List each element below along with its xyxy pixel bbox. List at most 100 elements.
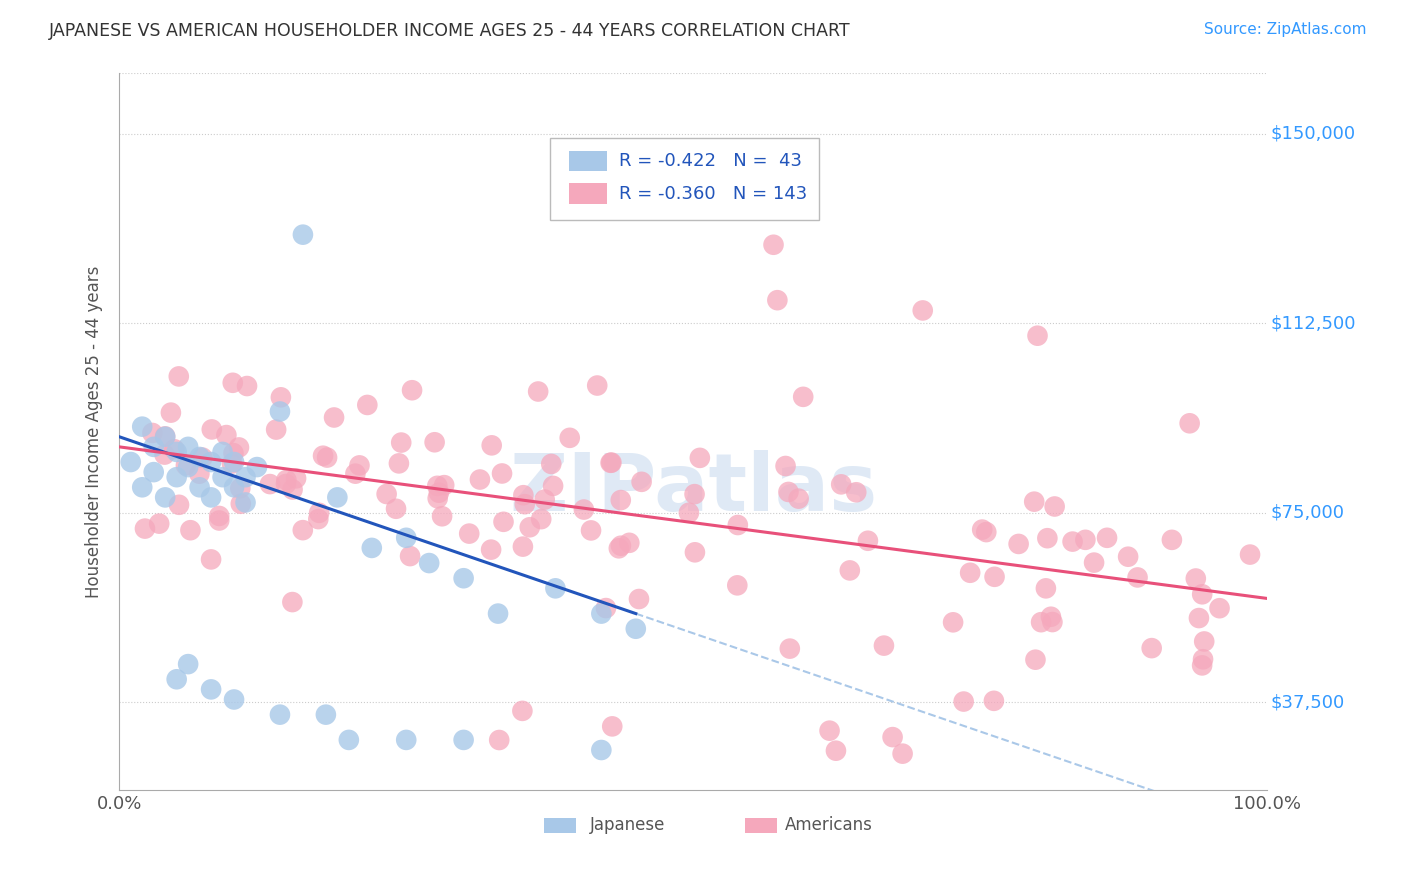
Point — [727, 518, 749, 533]
Point — [689, 450, 711, 465]
Point — [427, 485, 450, 500]
Point — [385, 501, 408, 516]
Point — [530, 512, 553, 526]
Point — [845, 485, 868, 500]
Point — [595, 601, 617, 615]
Point — [1188, 611, 1211, 625]
Point — [188, 480, 211, 494]
Point — [177, 657, 200, 672]
Point — [458, 526, 481, 541]
Point — [648, 202, 671, 217]
Point — [527, 384, 550, 399]
Point — [512, 540, 534, 554]
Point — [291, 523, 314, 537]
Point — [1083, 556, 1105, 570]
Point — [533, 492, 555, 507]
Point — [222, 480, 245, 494]
Point — [222, 455, 245, 469]
Point — [208, 514, 231, 528]
Point — [307, 512, 329, 526]
Point — [1074, 533, 1097, 547]
Point — [607, 541, 630, 556]
Point — [388, 456, 411, 470]
Point — [222, 376, 245, 390]
Point — [540, 457, 562, 471]
Point — [1039, 609, 1062, 624]
Point — [787, 491, 810, 506]
Point — [1126, 570, 1149, 584]
Point — [541, 479, 564, 493]
Point — [167, 498, 190, 512]
Point — [131, 480, 153, 494]
Point — [1024, 494, 1046, 508]
Point — [236, 379, 259, 393]
Point — [356, 398, 378, 412]
Point — [558, 431, 581, 445]
Point — [1160, 533, 1182, 547]
Point — [337, 732, 360, 747]
Point — [818, 723, 841, 738]
Point — [838, 563, 860, 577]
Point — [492, 515, 515, 529]
Point — [624, 622, 647, 636]
Point — [120, 455, 142, 469]
Point — [426, 479, 449, 493]
Point — [229, 497, 252, 511]
Point — [276, 473, 298, 487]
Point — [1140, 641, 1163, 656]
Point — [512, 704, 534, 718]
Point — [208, 508, 231, 523]
Point — [766, 293, 789, 308]
Y-axis label: Householder Income Ages 25 - 44 years: Householder Income Ages 25 - 44 years — [86, 266, 103, 598]
Point — [326, 491, 349, 505]
Point — [972, 523, 994, 537]
Point — [166, 470, 188, 484]
Point — [512, 488, 534, 502]
Point — [153, 430, 176, 444]
Point — [572, 502, 595, 516]
Point — [486, 607, 509, 621]
Point — [174, 458, 197, 473]
Point — [200, 455, 222, 469]
Point — [131, 419, 153, 434]
Point — [481, 438, 503, 452]
Point — [959, 566, 981, 580]
Text: R = -0.360   N = 143: R = -0.360 N = 143 — [619, 185, 807, 202]
Point — [177, 460, 200, 475]
Point — [1184, 572, 1206, 586]
Point — [1043, 500, 1066, 514]
Point — [344, 467, 367, 481]
Point — [1026, 328, 1049, 343]
Point — [519, 520, 541, 534]
Point — [942, 615, 965, 630]
Point — [167, 369, 190, 384]
Point — [1095, 531, 1118, 545]
Point — [873, 639, 896, 653]
Text: $112,500: $112,500 — [1271, 314, 1355, 332]
Text: Source: ZipAtlas.com: Source: ZipAtlas.com — [1204, 22, 1367, 37]
Point — [1178, 417, 1201, 431]
Point — [375, 487, 398, 501]
Point — [491, 467, 513, 481]
Point — [453, 571, 475, 585]
Point — [399, 549, 422, 563]
Point — [911, 303, 934, 318]
Point — [246, 460, 269, 475]
Point — [610, 493, 633, 508]
Point — [779, 641, 801, 656]
Point — [453, 732, 475, 747]
Point — [160, 406, 183, 420]
Point — [308, 506, 330, 520]
Point — [148, 516, 170, 531]
Point — [479, 542, 502, 557]
Point — [882, 730, 904, 744]
Point — [1007, 537, 1029, 551]
Bar — [745, 818, 778, 833]
Point — [270, 390, 292, 404]
Point — [952, 695, 974, 709]
Bar — [544, 818, 576, 833]
Point — [316, 450, 339, 465]
Point — [153, 429, 176, 443]
Point — [830, 477, 852, 491]
Bar — [569, 151, 607, 171]
